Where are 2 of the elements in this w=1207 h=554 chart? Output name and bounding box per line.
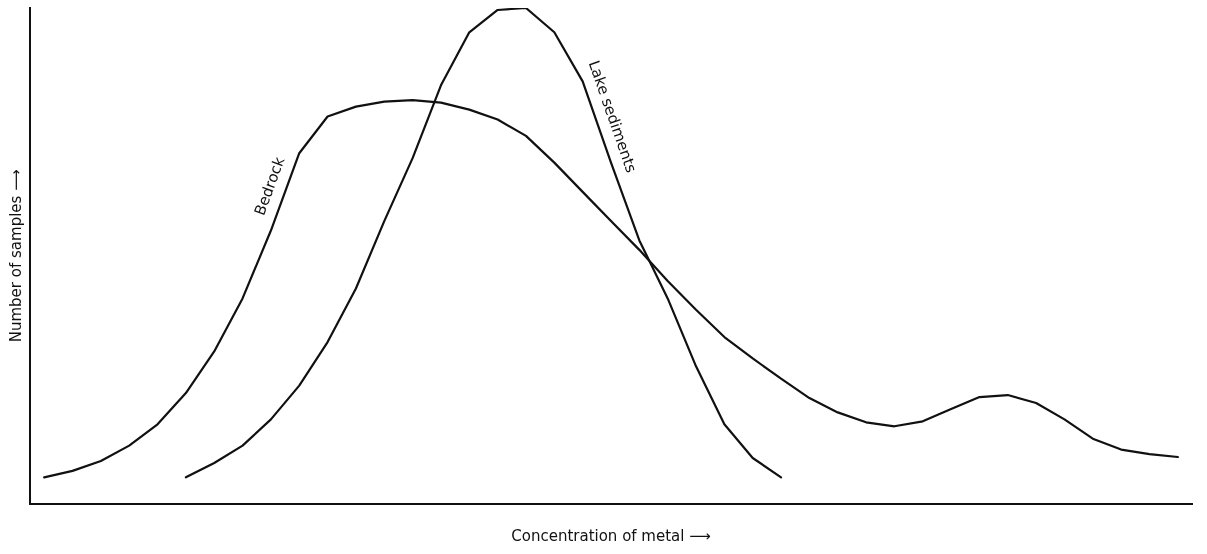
x-axis-title: Concentration of metal ⟶ [511, 526, 711, 545]
y-axis-title: Number of samples ⟶ [6, 169, 25, 343]
